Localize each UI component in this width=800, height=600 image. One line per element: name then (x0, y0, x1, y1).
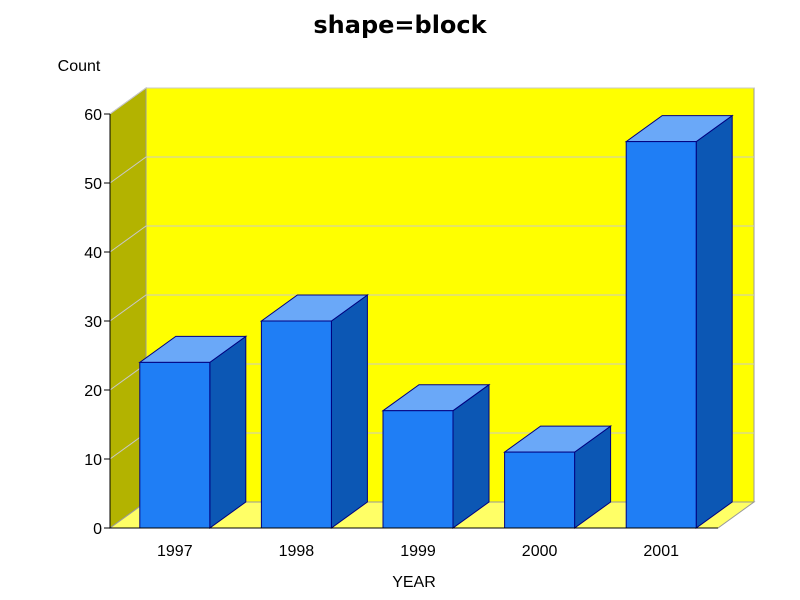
x-tick-label: 2001 (643, 543, 679, 560)
gridline (109, 225, 754, 253)
y-tick-label: 20 (84, 383, 102, 400)
gridline (109, 156, 754, 184)
bar-1998 (259, 294, 369, 529)
bar-front (260, 320, 332, 529)
bar-side (209, 335, 247, 529)
bar-2001 (624, 114, 734, 529)
gridline (109, 87, 754, 115)
y-tick-label: 50 (84, 176, 102, 193)
bar-front (504, 451, 576, 529)
x-tick-label: 2000 (522, 543, 558, 560)
bar-side (330, 294, 368, 529)
y-tick-label: 60 (84, 107, 102, 124)
bar-front (139, 361, 211, 529)
bar-1997 (138, 335, 248, 529)
y-tick-label: 30 (84, 314, 102, 331)
x-tick-label: 1997 (157, 543, 193, 560)
y-axis-ticks: 0 10 20 30 40 50 60 (84, 107, 111, 538)
bar-1999 (381, 383, 491, 529)
bar-side (695, 114, 733, 529)
y-axis-label: Count (58, 58, 101, 75)
chart-title: shape=block (313, 11, 487, 39)
bars (138, 114, 734, 529)
gridline (109, 294, 754, 322)
y-tick-label: 0 (93, 521, 102, 538)
x-tick-label: 1998 (279, 543, 315, 560)
bar-front (625, 141, 697, 529)
x-axis-ticks: 1997 1998 1999 2000 2001 (110, 527, 718, 560)
x-axis-label: YEAR (392, 574, 436, 591)
y-tick-label: 10 (84, 452, 102, 469)
bar-front (382, 410, 454, 529)
x-tick-label: 1999 (400, 543, 436, 560)
y-tick-label: 40 (84, 245, 102, 262)
bar-2000 (503, 425, 613, 529)
